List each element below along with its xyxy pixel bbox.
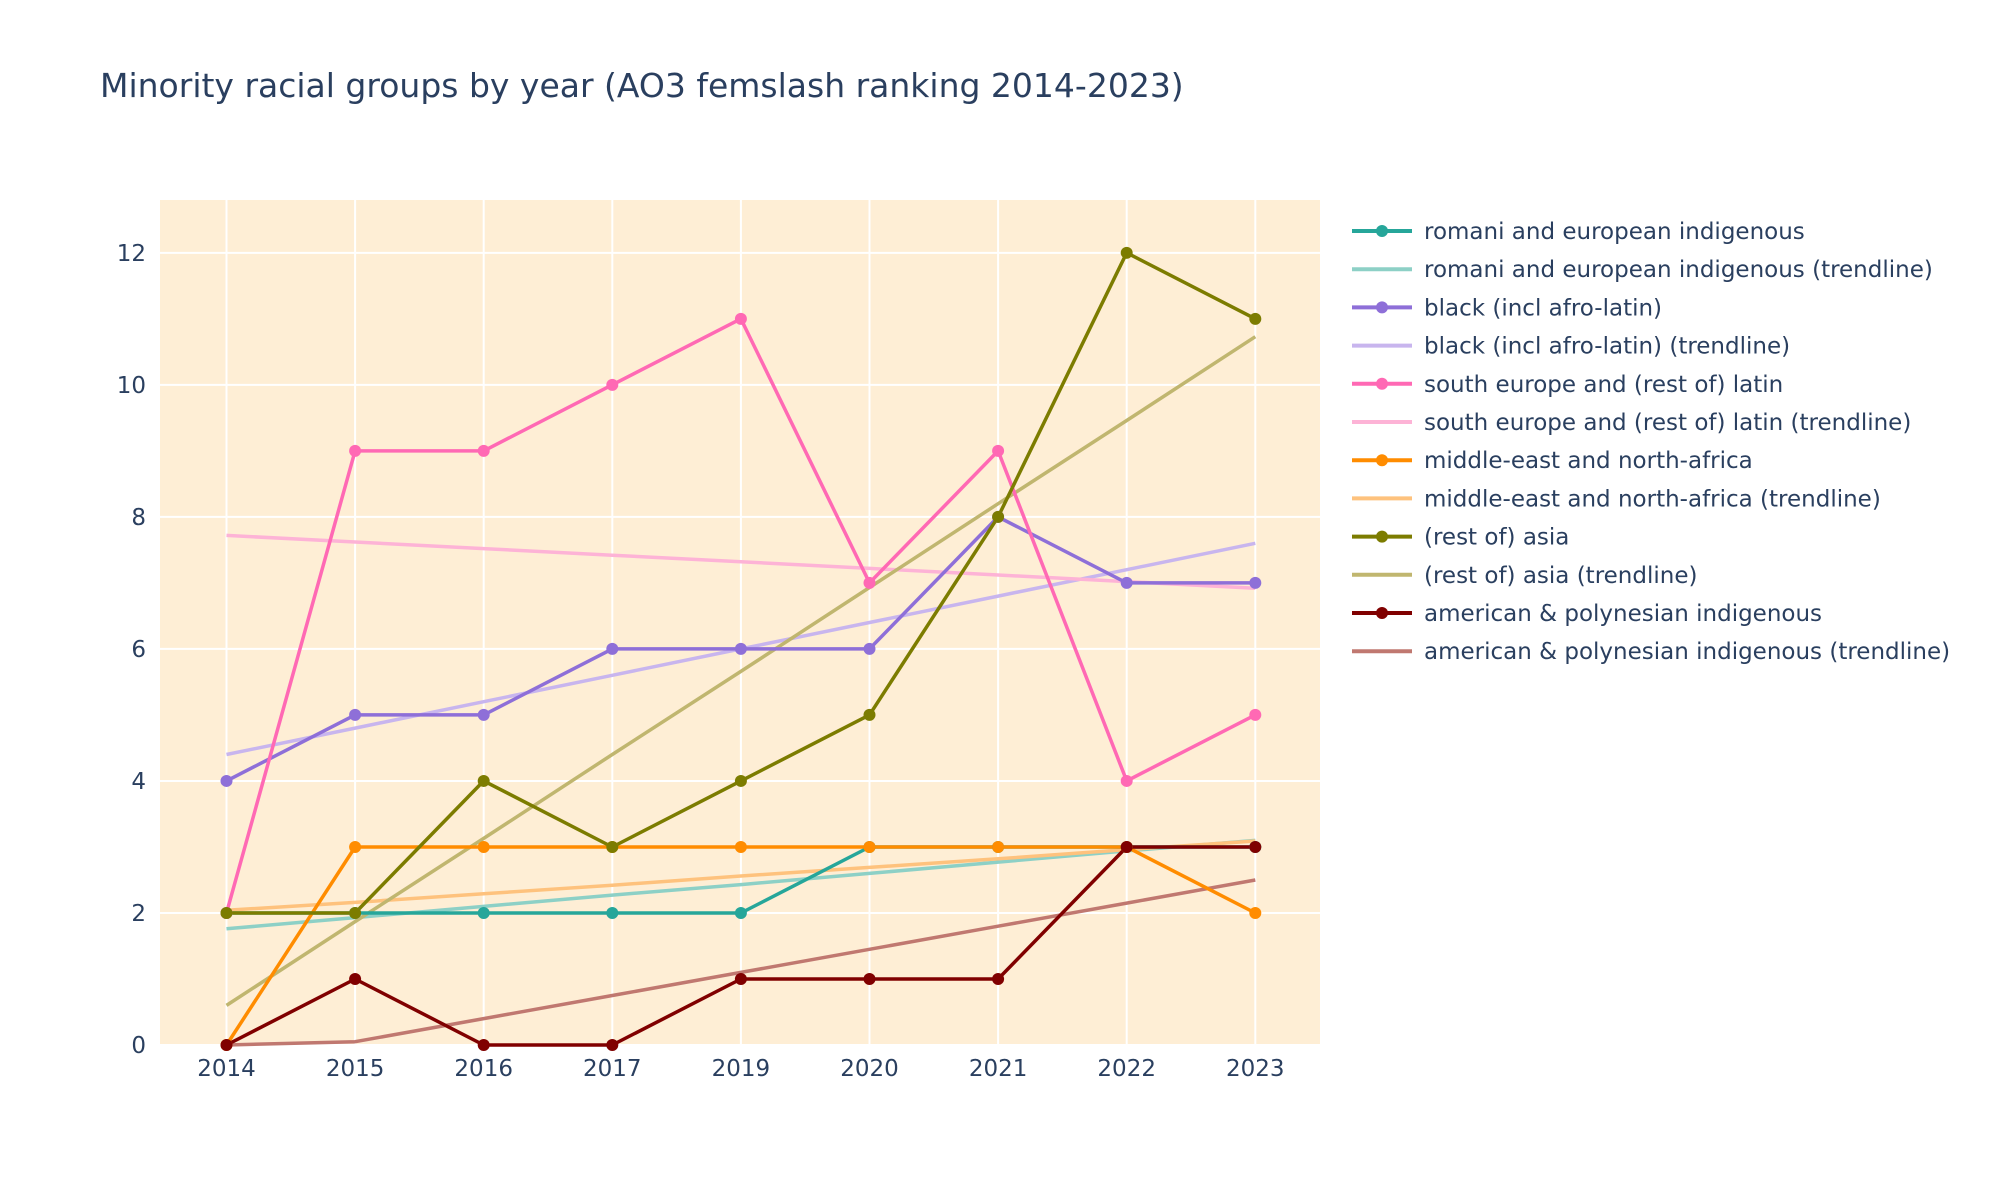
data-point[interactable] — [1249, 906, 1262, 919]
y-tick-label: 10 — [117, 373, 146, 399]
legend-label: (rest of) asia (trendline) — [1424, 563, 1697, 589]
marker-layer — [220, 246, 1262, 1051]
y-tick-label: 4 — [131, 769, 146, 795]
trendline-5[interactable] — [226, 533, 1256, 590]
data-point[interactable] — [734, 642, 747, 655]
data-point[interactable] — [992, 510, 1005, 523]
data-point[interactable] — [1249, 708, 1262, 721]
legend-label: middle-east and north-africa (trendline) — [1424, 486, 1881, 512]
x-tick-label: 2014 — [197, 1056, 256, 1082]
data-point[interactable] — [477, 1039, 490, 1051]
chart-title: Minority racial groups by year (AO3 fems… — [100, 66, 1184, 105]
data-point[interactable] — [477, 906, 490, 919]
x-tick-label: 2023 — [1226, 1056, 1285, 1082]
legend-item[interactable]: south europe and (rest of) latin (trendl… — [1352, 410, 1911, 436]
legend-marker — [1376, 225, 1388, 237]
data-point[interactable] — [863, 840, 876, 853]
data-point[interactable] — [477, 840, 490, 853]
data-point[interactable] — [349, 906, 362, 919]
legend-item[interactable]: romani and european indigenous — [1352, 219, 1805, 245]
x-tick-label: 2022 — [1097, 1056, 1156, 1082]
legend-marker — [1376, 377, 1388, 390]
legend-item[interactable]: black (incl afro-latin) (trendline) — [1352, 334, 1790, 360]
data-point[interactable] — [606, 840, 619, 853]
data-point[interactable] — [349, 840, 362, 853]
data-point[interactable] — [734, 972, 747, 985]
legend-marker — [1376, 530, 1388, 543]
x-tick-label: 2020 — [840, 1056, 899, 1082]
x-tick-label: 2016 — [454, 1056, 513, 1082]
trendline-layer — [225, 335, 1257, 1047]
legend-item[interactable]: black (incl afro-latin) — [1352, 295, 1662, 321]
data-point[interactable] — [992, 840, 1005, 853]
data-point[interactable] — [863, 576, 876, 589]
x-tick-label: 2017 — [583, 1056, 642, 1082]
legend-label: middle-east and north-africa — [1424, 448, 1753, 474]
legend-label: black (incl afro-latin) — [1424, 295, 1662, 321]
y-tick-label: 12 — [117, 241, 146, 267]
data-point[interactable] — [863, 708, 876, 721]
data-point[interactable] — [1249, 576, 1262, 589]
legend-item[interactable]: middle-east and north-africa (trendline) — [1352, 486, 1881, 512]
data-point[interactable] — [606, 906, 619, 919]
data-point[interactable] — [992, 444, 1005, 457]
trendline-9[interactable] — [225, 335, 1257, 1007]
legend-label: romani and european indigenous — [1424, 219, 1805, 245]
data-point[interactable] — [734, 312, 747, 325]
legend-marker — [1376, 454, 1388, 467]
legend-item[interactable]: american & polynesian indigenous — [1352, 601, 1822, 627]
data-point[interactable] — [1249, 312, 1262, 325]
data-point[interactable] — [863, 972, 876, 985]
legend[interactable]: romani and european indigenous romani and… — [1352, 219, 1950, 665]
legend-marker — [1376, 301, 1388, 314]
x-tick-label: 2021 — [969, 1056, 1028, 1082]
data-point[interactable] — [477, 708, 490, 721]
data-point[interactable] — [606, 642, 619, 655]
legend-marker — [1376, 607, 1388, 619]
legend-label: south europe and (rest of) latin — [1424, 372, 1783, 398]
data-point[interactable] — [734, 774, 747, 787]
legend-label: romani and european indigenous (trendlin… — [1424, 257, 1933, 283]
data-point[interactable] — [220, 774, 233, 787]
data-point[interactable] — [1249, 840, 1262, 853]
legend-label: american & polynesian indigenous (trendl… — [1424, 639, 1950, 665]
data-point[interactable] — [992, 972, 1005, 985]
data-point[interactable] — [1120, 774, 1133, 787]
y-tick-label: 6 — [131, 637, 146, 663]
legend-item[interactable]: (rest of) asia — [1352, 525, 1569, 551]
legend-label: south europe and (rest of) latin (trendl… — [1424, 410, 1911, 436]
data-point[interactable] — [734, 840, 747, 853]
data-point[interactable] — [606, 1039, 619, 1051]
data-point[interactable] — [1120, 246, 1133, 259]
legend-label: (rest of) asia — [1424, 525, 1569, 551]
y-tick-label: 2 — [131, 901, 146, 927]
y-tick-label: 0 — [131, 1033, 146, 1059]
data-point[interactable] — [349, 972, 362, 985]
legend-label: american & polynesian indigenous — [1424, 601, 1822, 627]
data-point[interactable] — [734, 906, 747, 919]
legend-item[interactable]: american & polynesian indigenous (trendl… — [1352, 639, 1950, 665]
data-point[interactable] — [863, 642, 876, 655]
x-tick-label: 2015 — [326, 1056, 385, 1082]
legend-item[interactable]: romani and european indigenous (trendlin… — [1352, 257, 1933, 283]
data-point[interactable] — [349, 708, 362, 721]
data-point[interactable] — [477, 444, 490, 457]
y-tick-label: 8 — [131, 505, 146, 531]
x-tick-label: 2019 — [712, 1056, 771, 1082]
data-point[interactable] — [477, 774, 490, 787]
legend-item[interactable]: middle-east and north-africa — [1352, 448, 1753, 474]
trendline-11[interactable] — [226, 878, 1256, 1047]
data-point[interactable] — [606, 378, 619, 391]
data-point[interactable] — [349, 444, 362, 457]
data-point[interactable] — [1120, 840, 1133, 853]
legend-label: black (incl afro-latin) (trendline) — [1424, 334, 1790, 360]
trendline-7[interactable] — [226, 839, 1256, 913]
data-point[interactable] — [220, 1039, 233, 1051]
data-point[interactable] — [1120, 576, 1133, 589]
data-point[interactable] — [220, 906, 233, 919]
legend-item[interactable]: (rest of) asia (trendline) — [1352, 563, 1697, 589]
axis-labels: 0 2 4 6 8 10 12 2014 2015 2016 2017 2019 2020 2021 202… — [117, 241, 1285, 1082]
legend-item[interactable]: south europe and (rest of) latin — [1352, 372, 1783, 398]
